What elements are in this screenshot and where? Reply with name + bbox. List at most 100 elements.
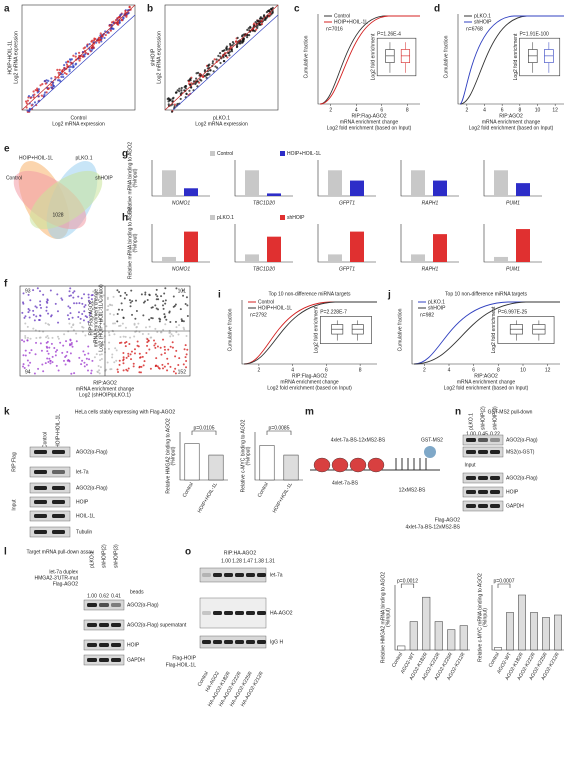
axis-label: Log2 mRNA expression <box>13 31 19 84</box>
bar <box>542 617 550 651</box>
scatter-point <box>39 336 42 339</box>
band <box>34 530 47 534</box>
legend-label: Control <box>217 151 233 157</box>
bar <box>162 256 176 262</box>
scatter-point <box>112 27 115 30</box>
scatter-point <box>40 349 43 352</box>
scatter-point <box>120 19 124 22</box>
scatter-point <box>140 293 143 296</box>
scatter-point <box>173 105 176 108</box>
scatter-point <box>97 333 100 336</box>
scatter-point <box>65 61 68 64</box>
scatter-point <box>125 356 128 359</box>
scatter-point <box>74 52 77 55</box>
bar <box>434 621 443 651</box>
plot-frame <box>164 4 279 111</box>
axis-label: Log2 (HOIP+HOIL-1L/Control) <box>98 284 104 352</box>
panel-label: k <box>4 407 10 418</box>
ratio: 1.00 <box>466 431 476 437</box>
scatter-point <box>130 350 133 353</box>
scatter-point <box>162 338 165 341</box>
cdf-curve <box>413 301 560 365</box>
scatter-point <box>73 302 76 305</box>
x-tick-label: GFPT1 <box>339 200 355 206</box>
scatter-point <box>258 23 261 26</box>
lane-label: pLKO.1 <box>89 551 95 568</box>
axis-label: (%Input) <box>245 446 251 465</box>
scatter-point <box>129 353 132 356</box>
scatter-point <box>32 90 35 93</box>
band <box>257 611 266 615</box>
scatter-point <box>125 15 128 18</box>
band <box>202 573 211 577</box>
scatter-point <box>38 318 41 321</box>
band <box>466 476 476 480</box>
scatter-point <box>100 300 103 303</box>
scatter-point <box>34 353 37 356</box>
scatter-point <box>232 42 235 45</box>
scatter-point <box>246 33 249 37</box>
scatter-point <box>174 303 177 306</box>
row-label: Flag-HOIP <box>172 655 196 661</box>
scatter-point <box>143 360 146 363</box>
venn-set-label: shHOIP <box>95 175 113 181</box>
ratio: 1.00 <box>87 593 97 599</box>
x-tick-label: 8 <box>406 107 409 113</box>
scatter-point <box>253 24 256 27</box>
band <box>52 486 65 490</box>
diagonal <box>172 14 279 111</box>
scatter-point <box>124 345 127 348</box>
scatter-point <box>154 342 157 345</box>
scatter-point <box>37 367 40 370</box>
scatter-point <box>90 372 93 375</box>
scatter-point <box>157 308 160 311</box>
scatter-point <box>113 361 116 364</box>
scatter-point <box>100 343 103 346</box>
scatter-point <box>252 29 255 32</box>
scatter-point <box>246 36 249 39</box>
scatter-point <box>189 79 192 82</box>
scatter-point <box>120 302 123 305</box>
scatter-point <box>63 64 66 67</box>
x-tick-label: 6 <box>325 367 328 373</box>
scatter-point <box>87 52 90 56</box>
scatter-point <box>77 295 80 298</box>
scatter-point <box>178 324 181 327</box>
scatter-point <box>26 336 29 339</box>
scatter-point <box>101 320 104 323</box>
scatter-point <box>85 363 88 366</box>
scatter-point <box>93 37 96 40</box>
scatter-point <box>146 338 149 341</box>
band <box>99 623 109 627</box>
scatter-point <box>36 287 39 290</box>
scatter-point <box>185 353 188 356</box>
ratio: 1.31 <box>265 558 275 564</box>
scatter-point <box>217 54 220 57</box>
cdf-curve <box>413 301 560 365</box>
panel-title: Top 10 non-difference miRNA targets <box>445 291 527 297</box>
scatter-point <box>68 68 71 71</box>
scatter-point <box>182 363 185 366</box>
band <box>99 603 109 607</box>
scatter-point <box>26 339 29 342</box>
axis-label: Log2 mRNA expression <box>156 31 162 84</box>
scatter-point <box>223 59 226 63</box>
scatter-point <box>46 340 49 343</box>
band <box>87 643 97 647</box>
scatter-point <box>41 83 44 86</box>
scatter-point <box>128 299 131 302</box>
scatter-point <box>111 353 114 356</box>
cdf-curve <box>243 301 377 365</box>
scatter-point <box>69 306 72 309</box>
blot-label: let-7a <box>76 469 89 475</box>
significance-bracket <box>191 430 217 435</box>
scatter-point <box>166 369 169 372</box>
ratio: 1.00 <box>221 558 231 564</box>
scatter-point <box>186 304 189 307</box>
scatter-point <box>172 334 175 337</box>
plot-frame <box>21 4 136 111</box>
scatter-point <box>35 306 38 309</box>
scatter-point <box>271 12 274 15</box>
band <box>466 438 476 442</box>
axes <box>394 585 470 651</box>
